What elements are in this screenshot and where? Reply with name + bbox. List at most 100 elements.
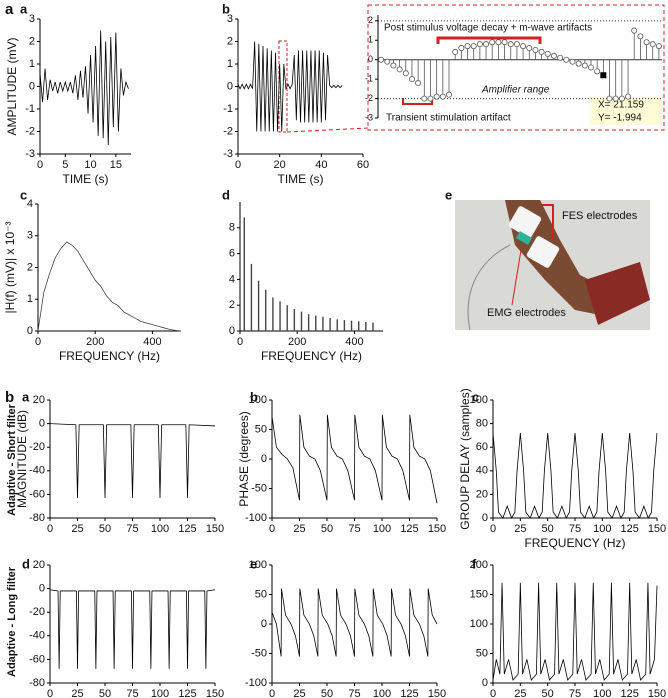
y-tick-label: 1 xyxy=(368,35,373,45)
y-tick-label: 1 xyxy=(29,58,35,70)
x-axis-label: TIME (s) xyxy=(63,172,109,186)
x-tick-label: 50 xyxy=(99,688,111,698)
x-tick-label: 75 xyxy=(126,523,138,535)
y-axis-label: PHASE (degrees) xyxy=(237,411,251,506)
x-tick-label: 150 xyxy=(206,688,224,698)
stem-head xyxy=(408,76,415,83)
stem-head xyxy=(433,93,440,100)
panel-label: e xyxy=(250,556,257,571)
y-tick-label: 0 xyxy=(261,453,267,465)
x-tick-label: 0 xyxy=(35,336,41,348)
panel-label: b xyxy=(222,1,230,16)
y-tick-label: 0 xyxy=(39,583,45,595)
y-tick-label: -20 xyxy=(29,606,45,618)
x-tick-label: 75 xyxy=(126,688,138,698)
x-tick-label: 75 xyxy=(348,523,360,535)
photo xyxy=(455,200,650,331)
x-tick-label: 25 xyxy=(514,688,526,698)
y-tick-label: -2 xyxy=(223,125,233,137)
x-tick-label: 100 xyxy=(593,688,611,698)
stem-head xyxy=(415,80,422,87)
x-tick-label: 100 xyxy=(373,688,391,698)
stem-head xyxy=(421,95,428,102)
y-tick-label: 0 xyxy=(482,677,488,689)
x-tick-label: 20 xyxy=(274,159,286,171)
y-axis-label: AMPLITUDE (mV) xyxy=(5,37,19,135)
y-tick-label: 1 xyxy=(27,293,33,305)
y-tick-label: 150 xyxy=(470,588,488,600)
y-tick-label: -40 xyxy=(29,465,45,477)
stem-head xyxy=(495,39,502,46)
y-tick-label: 50 xyxy=(255,588,267,600)
y-tick-label: 6 xyxy=(229,248,235,260)
x-tick-label: 125 xyxy=(400,688,418,698)
y-tick-label: -60 xyxy=(29,488,45,500)
x-tick-label: 50 xyxy=(542,688,554,698)
x-tick-label: 40 xyxy=(315,159,327,171)
stem-head xyxy=(550,52,557,59)
stem-head xyxy=(563,56,570,63)
y-tick-label: -3 xyxy=(25,148,35,160)
stem-head xyxy=(569,58,576,65)
x-tick-label: 0 xyxy=(237,336,243,348)
photo-label: FES electrodes xyxy=(562,210,638,222)
y-tick-label: 0 xyxy=(261,618,267,630)
data-line xyxy=(271,588,438,657)
y-tick-label: 0 xyxy=(229,325,235,337)
stem-head xyxy=(618,95,625,102)
x-tick-label: 125 xyxy=(178,688,196,698)
x-tick-label: 150 xyxy=(648,523,666,535)
x-tick-label: 0 xyxy=(47,523,53,535)
y-tick-label: 4 xyxy=(27,198,33,210)
stem-head xyxy=(470,43,477,50)
x-tick-label: 25 xyxy=(514,523,526,535)
annotation: X= 21.159 xyxy=(598,100,644,111)
stem-head xyxy=(532,46,539,53)
y-tick-label: -60 xyxy=(29,653,45,665)
y-tick-label: 2 xyxy=(229,299,235,311)
y-tick-label: 3 xyxy=(227,13,233,25)
selected-point xyxy=(600,72,607,79)
x-tick-label: 15 xyxy=(110,159,122,171)
x-tick-label: 25 xyxy=(71,688,83,698)
y-tick-label: 100 xyxy=(249,559,267,571)
x-tick-label: 0 xyxy=(269,523,275,535)
stem-head xyxy=(538,48,545,55)
annotation: Amplifier range xyxy=(481,85,550,96)
y-tick-label: 20 xyxy=(476,488,488,500)
y-tick-label: -80 xyxy=(29,677,45,689)
y-tick-label: 0 xyxy=(27,325,33,337)
annotation: Y= -1.994 xyxy=(598,113,642,124)
panel-label: d xyxy=(22,556,30,571)
x-axis-label: FREQUENCY (Hz) xyxy=(261,349,362,363)
x-axis-label: FREQUENCY (Hz) xyxy=(524,536,625,550)
stem-head xyxy=(483,41,490,48)
y-tick-label: 50 xyxy=(476,647,488,659)
y-tick-label: 40 xyxy=(476,465,488,477)
x-tick-label: 150 xyxy=(428,688,446,698)
stem-head xyxy=(637,33,644,40)
stem-head xyxy=(631,27,638,34)
bracket xyxy=(436,36,542,44)
y-tick-label: -2 xyxy=(25,125,35,137)
x-tick-label: 25 xyxy=(293,688,305,698)
stem-head xyxy=(588,64,595,71)
x-axis-label: TIME (s) xyxy=(278,172,324,186)
y-tick-label: -100 xyxy=(245,512,267,524)
y-tick-label: 0 xyxy=(482,512,488,524)
x-tick-label: 0 xyxy=(47,688,53,698)
y-tick-label: -80 xyxy=(29,512,45,524)
x-tick-label: 75 xyxy=(569,688,581,698)
y-tick-label: -3 xyxy=(365,112,373,122)
y-tick-label: 2 xyxy=(227,35,233,47)
data-line xyxy=(237,41,343,132)
data-line xyxy=(492,582,658,681)
y-axis-label: MAGNITUDE (dB) xyxy=(15,410,29,508)
stem-head xyxy=(452,48,459,55)
stem-head xyxy=(544,50,551,57)
x-tick-label: 10 xyxy=(84,159,96,171)
y-axis-label: GROUP DELAY (samples) xyxy=(458,388,472,529)
y-tick-label: 4 xyxy=(229,273,235,285)
x-tick-label: 25 xyxy=(293,523,305,535)
